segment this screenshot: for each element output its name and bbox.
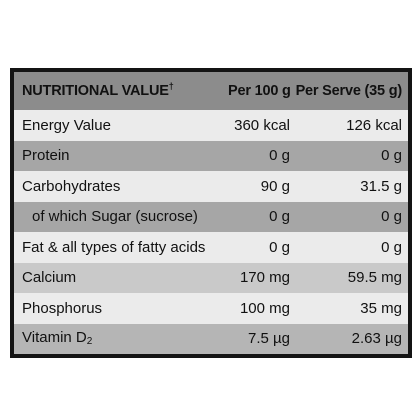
value-per-serve: 31.5 g [360, 177, 402, 195]
nutrient-name: Energy Value [22, 116, 111, 134]
value-per-serve: 59.5 mg [347, 269, 402, 287]
dagger-mark: † [168, 80, 174, 91]
vitamin-subscript: 2 [86, 336, 93, 348]
value-per-serve: 0 g [381, 208, 402, 226]
value-per-100g: 360 kcal [234, 116, 290, 134]
header-per-100g: Per 100 g [228, 82, 291, 99]
value-per-100g: 100 mg [239, 299, 290, 317]
nutrition-label: NUTRITIONAL VALUE† Per 100 g Per Serve (… [10, 68, 412, 358]
nutrient-name: Phosphorus [22, 299, 103, 317]
table-row-vitamin-d2: Vitamin D2 7.5 µg 2.63 µg [14, 323, 408, 354]
value-per-100g: 7.5 µg [247, 330, 290, 348]
value-per-serve: 35 mg [360, 299, 402, 317]
header-nutritional-value: NUTRITIONAL VALUE† [22, 80, 174, 99]
table-row-fat: Fat & all types of fatty acids 0 g 0 g [14, 232, 408, 263]
nutrient-name: Protein [22, 147, 70, 165]
table-row-energy: Energy Value 360 kcal 126 kcal [14, 110, 408, 141]
value-per-100g: 0 g [269, 147, 290, 165]
value-per-100g: 170 mg [239, 269, 290, 287]
table-row-protein: Protein 0 g 0 g [14, 140, 408, 172]
table-row-carbohydrates: Carbohydrates 90 g 31.5 g [14, 171, 408, 202]
table-row-sugar: of which Sugar (sucrose) 0 g 0 g [14, 201, 408, 233]
nutrient-name: Fat & all types of fatty acids [22, 238, 206, 256]
value-per-100g: 0 g [269, 238, 290, 256]
nutrient-name: Carbohydrates [22, 177, 121, 195]
value-per-100g: 0 g [269, 208, 290, 226]
nutrition-table: NUTRITIONAL VALUE† Per 100 g Per Serve (… [14, 72, 408, 354]
nutrient-name: Vitamin D2 [22, 329, 93, 348]
nutrient-name: of which Sugar (sucrose) [32, 208, 198, 226]
value-per-100g: 90 g [260, 177, 290, 195]
value-per-serve: 126 kcal [346, 116, 402, 134]
nutrient-name: Calcium [22, 269, 77, 287]
table-header-row: NUTRITIONAL VALUE† Per 100 g Per Serve (… [14, 72, 408, 111]
header-per-serve: Per Serve (35 g) [295, 82, 403, 99]
table-row-phosphorus: Phosphorus 100 mg 35 mg [14, 293, 408, 324]
value-per-serve: 0 g [381, 238, 402, 256]
table-row-calcium: Calcium 170 mg 59.5 mg [14, 262, 408, 294]
value-per-serve: 0 g [381, 147, 402, 165]
value-per-serve: 2.63 µg [351, 330, 402, 348]
